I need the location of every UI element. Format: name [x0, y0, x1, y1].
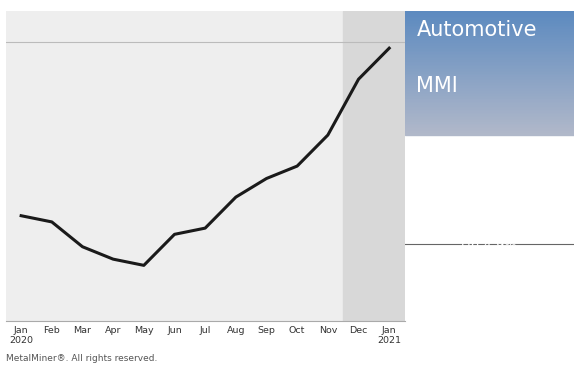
Bar — [404, 60, 574, 62]
Bar — [404, 78, 574, 81]
Bar — [404, 15, 574, 17]
Bar — [404, 51, 574, 53]
Bar — [404, 49, 574, 51]
Bar — [404, 46, 574, 48]
Bar — [404, 108, 574, 110]
Bar — [404, 116, 574, 118]
Bar — [404, 107, 574, 109]
Bar — [404, 37, 574, 39]
Bar — [404, 66, 574, 68]
Bar — [404, 54, 574, 56]
Bar — [404, 85, 574, 87]
Bar — [404, 20, 574, 22]
Bar — [404, 29, 574, 31]
Bar — [404, 128, 574, 130]
Bar — [404, 127, 574, 129]
Bar — [404, 103, 574, 105]
Bar — [404, 65, 574, 67]
Bar — [404, 130, 574, 132]
Bar — [404, 38, 574, 41]
Bar — [404, 10, 574, 12]
Text: January: January — [461, 216, 511, 229]
Bar — [404, 40, 574, 42]
Bar — [404, 93, 574, 95]
Bar — [404, 58, 574, 61]
Bar — [404, 74, 574, 76]
Bar — [404, 24, 574, 26]
Bar — [404, 102, 574, 104]
Bar — [404, 77, 574, 79]
Bar — [404, 99, 574, 101]
Bar — [404, 118, 574, 120]
Bar — [404, 119, 574, 121]
Bar — [404, 83, 574, 85]
Bar — [404, 72, 574, 74]
Bar — [404, 131, 574, 134]
Bar — [343, 11, 404, 321]
Y-axis label: Index Value: Index Value — [0, 136, 3, 196]
Bar — [404, 32, 574, 34]
Bar — [404, 80, 574, 82]
Bar — [404, 76, 574, 78]
Bar — [404, 34, 574, 36]
Bar — [404, 82, 574, 84]
Bar — [404, 122, 574, 124]
Bar — [404, 62, 574, 64]
Bar — [404, 63, 574, 65]
Bar — [404, 100, 574, 103]
Bar — [404, 52, 574, 54]
Bar — [404, 120, 574, 123]
Bar — [404, 23, 574, 25]
Bar — [404, 68, 574, 70]
Bar — [404, 69, 574, 72]
Bar — [404, 114, 574, 116]
Bar — [404, 43, 574, 45]
Bar — [404, 71, 574, 73]
Bar — [404, 16, 574, 19]
Bar — [404, 21, 574, 23]
Bar — [404, 133, 574, 135]
Bar — [404, 97, 574, 99]
Bar — [404, 91, 574, 93]
Bar — [404, 26, 574, 28]
Bar — [404, 31, 574, 33]
Bar — [404, 57, 574, 59]
Text: Up 4.9%: Up 4.9% — [461, 239, 516, 252]
Bar — [404, 89, 574, 92]
Bar — [404, 35, 574, 37]
Bar — [404, 14, 574, 16]
Text: Automotive: Automotive — [416, 20, 537, 40]
Bar — [404, 27, 574, 30]
Bar — [404, 94, 574, 96]
Text: MMI: MMI — [416, 76, 458, 96]
Bar — [404, 47, 574, 50]
Bar — [404, 12, 574, 14]
Bar — [404, 124, 574, 126]
Bar — [404, 96, 574, 98]
Bar — [404, 18, 574, 20]
Bar — [404, 125, 574, 127]
Text: December to: December to — [461, 191, 548, 204]
Bar — [404, 110, 574, 112]
Text: MetalMiner®. All rights reserved.: MetalMiner®. All rights reserved. — [6, 354, 157, 363]
Bar — [404, 41, 574, 43]
Bar — [404, 45, 574, 47]
Bar — [404, 105, 574, 107]
Bar — [404, 87, 574, 88]
Bar — [404, 111, 574, 114]
Bar — [404, 55, 574, 57]
Bar — [404, 88, 574, 90]
Bar — [404, 113, 574, 115]
